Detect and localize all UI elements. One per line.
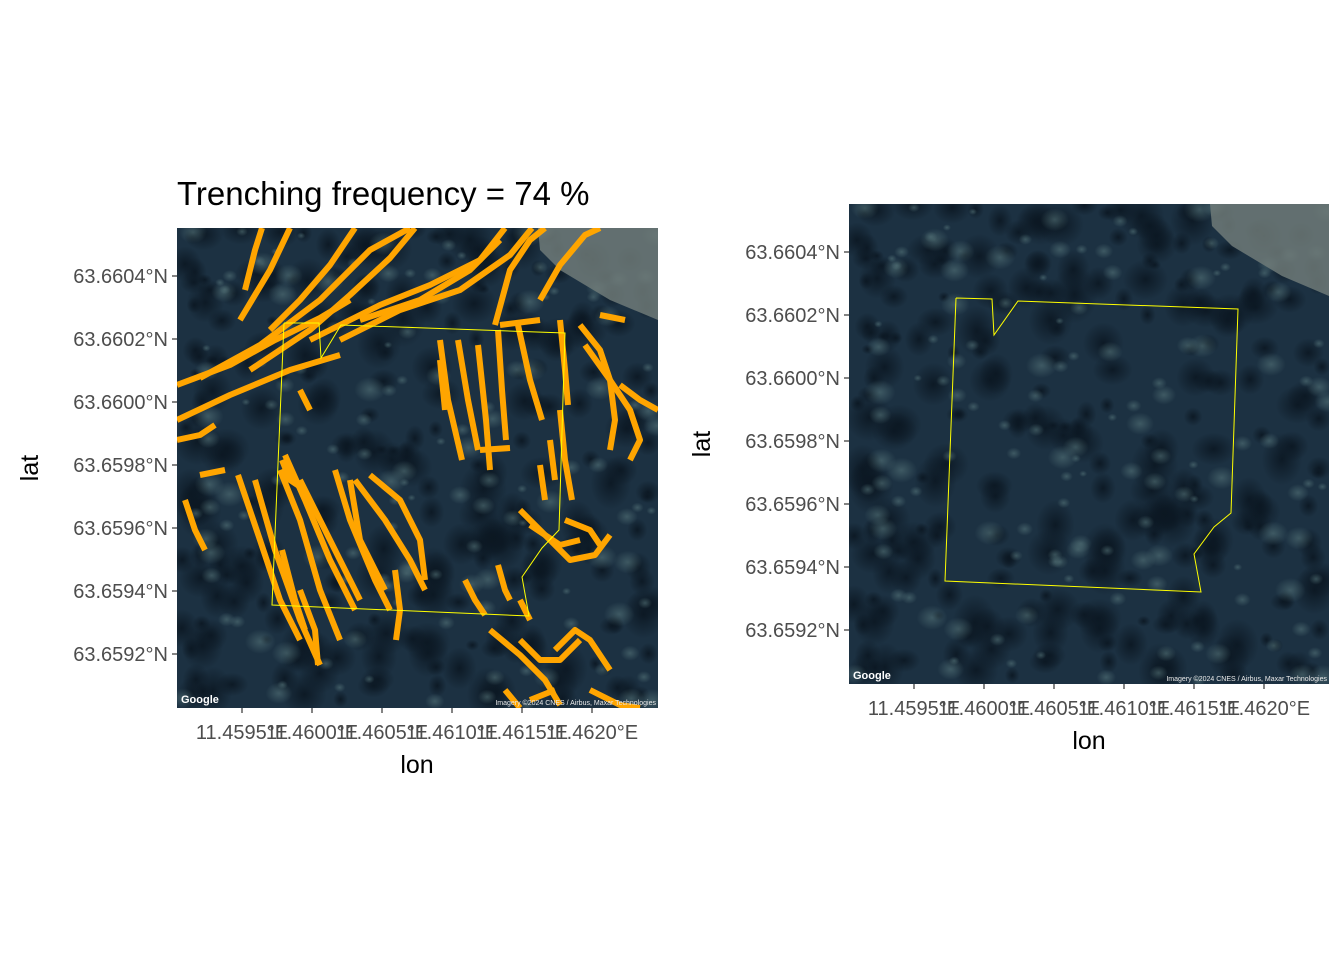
- plot-title: Trenching frequency = 74 %: [177, 175, 589, 212]
- trench-line: [582, 343, 643, 462]
- trench-line: [359, 237, 503, 323]
- trench-line: [368, 472, 428, 581]
- y-tick-label: 63.6592°N: [745, 620, 840, 642]
- trench-line: [479, 445, 511, 453]
- x-tick-label: 11.4600°E: [266, 722, 358, 744]
- forest-texture: [849, 204, 1329, 684]
- y-tick-label: 63.6592°N: [73, 644, 168, 666]
- trench-line: [235, 474, 303, 642]
- stand-boundary: [944, 297, 1239, 593]
- trench-line: [177, 352, 341, 423]
- trench-line: [242, 228, 265, 291]
- trench-line: [577, 323, 618, 451]
- x-tick-label: 11.4600°E: [938, 698, 1030, 720]
- axis-ticks: 63.6604°N 63.6602°N 63.6600°N 63.6598°N 63.6…: [73, 266, 638, 744]
- trench-line: [297, 478, 363, 602]
- trench-line: [199, 467, 226, 478]
- y-tick-label: 63.6602°N: [745, 305, 840, 327]
- trench-line: [462, 578, 488, 617]
- trench-line: [455, 339, 481, 451]
- x-tick-label: 11.4605°E: [336, 722, 428, 744]
- satellite-basemap: [849, 204, 1329, 684]
- y-axis-title: lat: [16, 455, 44, 481]
- x-tick-label: 11.4610°E: [1078, 698, 1170, 720]
- clearing-area: [1210, 204, 1329, 296]
- trench-line: [599, 312, 626, 323]
- x-axis-title: lon: [400, 751, 433, 779]
- trench-line: [277, 468, 343, 642]
- y-tick-label: 63.6594°N: [745, 557, 840, 579]
- x-axis-title: lon: [1072, 727, 1105, 755]
- trench-line: [252, 479, 323, 667]
- right-map-panel: Google Imagery ©2024 CNES / Airbus, Maxa…: [688, 204, 1329, 755]
- trench-line: [297, 588, 321, 666]
- trench-line: [528, 522, 581, 548]
- x-tick-label: 11.4605°E: [1008, 698, 1100, 720]
- y-tick-label: 63.6602°N: [73, 329, 168, 351]
- y-tick-label: 63.6604°N: [745, 242, 840, 264]
- x-tick-label: 11.4595°E: [868, 698, 960, 720]
- stand-boundary: [271, 322, 566, 617]
- trench-line: [437, 359, 448, 411]
- trench-line: [517, 598, 533, 622]
- trench-line: [177, 422, 217, 443]
- trench-line: [237, 228, 293, 322]
- x-tick-label: 11.4615°E: [476, 722, 568, 744]
- trench-line: [557, 319, 571, 406]
- imagery-attribution: Imagery ©2024 CNES / Airbus, Maxar Techn…: [1166, 675, 1327, 683]
- y-tick-label: 63.6596°N: [73, 518, 168, 540]
- trench-line: [537, 464, 548, 501]
- trench-line: [475, 344, 493, 471]
- trench-lines: [177, 228, 658, 708]
- trench-line: [502, 688, 523, 708]
- trench-line: [495, 564, 513, 602]
- trench-line: [515, 324, 545, 421]
- trench-line: [297, 388, 313, 412]
- axis-ticks: 63.6604°N 63.6602°N 63.6600°N 63.6598°N 63.6…: [745, 242, 1310, 720]
- trench-line: [352, 478, 428, 592]
- trench-line: [182, 499, 208, 552]
- y-axis-title: lat: [688, 431, 716, 457]
- satellite-basemap: [177, 228, 658, 708]
- trench-line: [279, 458, 307, 493]
- trench-line: [618, 382, 658, 413]
- trench-line: [552, 627, 613, 672]
- trench-line: [517, 637, 583, 663]
- trench-line: [267, 228, 358, 333]
- trench-line: [338, 228, 535, 343]
- trench-line: [547, 439, 558, 481]
- x-tick-label: 11.4595°E: [196, 722, 288, 744]
- google-logo: Google: [181, 694, 219, 706]
- trench-line: [495, 329, 509, 441]
- google-logo: Google: [853, 670, 891, 682]
- y-tick-label: 63.6598°N: [73, 455, 168, 477]
- trench-line: [499, 317, 541, 328]
- left-map-panel: Trenching frequency = 74 % Google Imager…: [16, 175, 658, 779]
- trench-line: [492, 228, 547, 326]
- y-tick-label: 63.6596°N: [745, 494, 840, 516]
- y-tick-label: 63.6604°N: [73, 266, 168, 288]
- trench-line: [248, 228, 418, 373]
- y-tick-label: 63.6598°N: [745, 431, 840, 453]
- trench-line: [528, 687, 557, 703]
- trench-line: [563, 517, 603, 547]
- trench-line: [537, 228, 602, 302]
- imagery-attribution: Imagery ©2024 CNES / Airbus, Maxar Techn…: [495, 699, 656, 707]
- trench-line: [282, 453, 358, 612]
- x-tick-label: 11.4610°E: [406, 722, 498, 744]
- y-tick-label: 63.6594°N: [73, 581, 168, 603]
- x-tick-label: 11.4615°E: [1148, 698, 1240, 720]
- x-tick-label: 11.4620°E: [546, 722, 638, 744]
- forest-texture: [177, 228, 658, 708]
- y-tick-label: 63.6600°N: [73, 392, 168, 414]
- trench-line: [347, 479, 388, 592]
- trench-line: [279, 549, 308, 631]
- trench-line: [198, 228, 412, 381]
- x-tick-label: 11.4620°E: [1218, 698, 1310, 720]
- trench-line: [588, 687, 641, 708]
- y-tick-label: 63.6600°N: [745, 368, 840, 390]
